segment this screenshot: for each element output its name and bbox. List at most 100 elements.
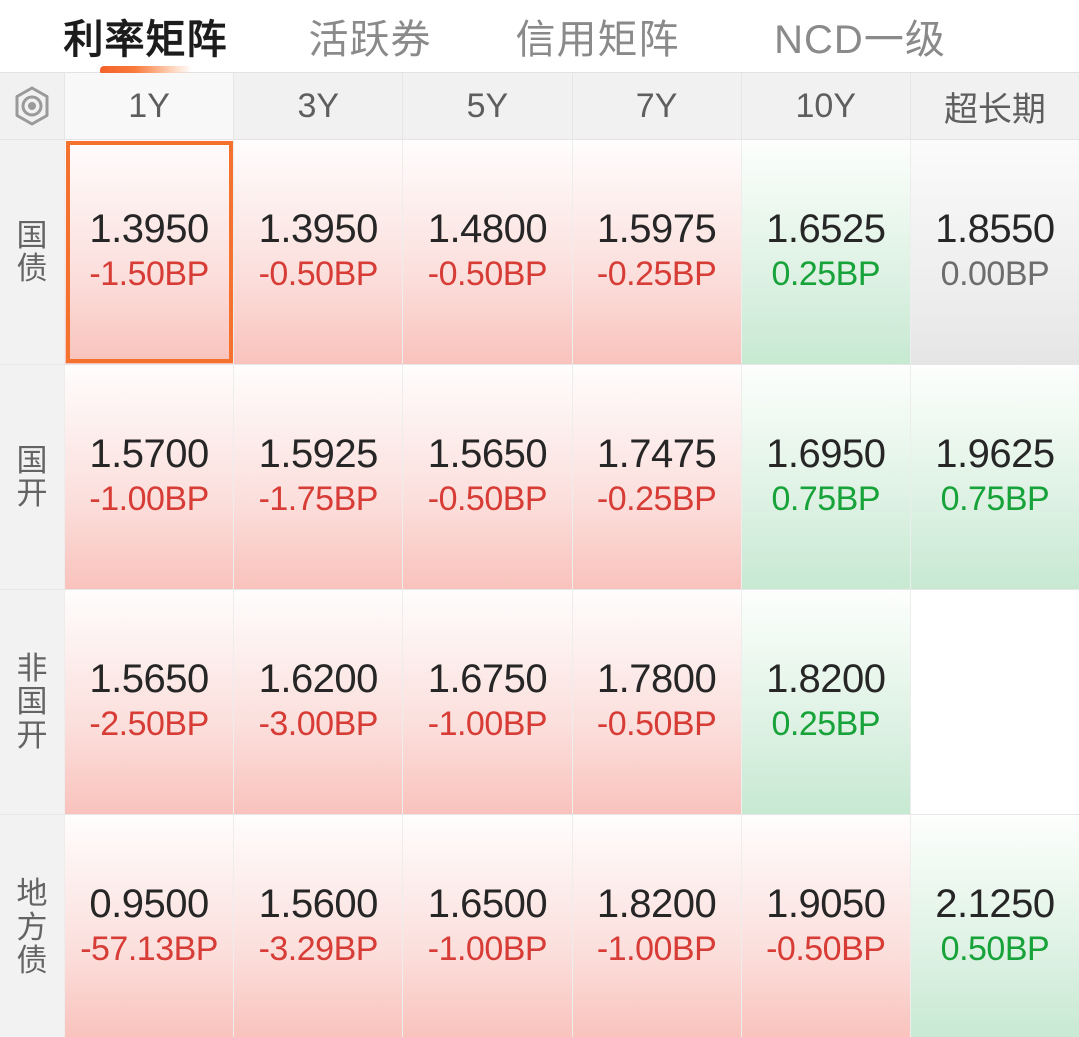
rate-change: -1.00BP xyxy=(427,704,548,743)
rate-value: 1.9050 xyxy=(766,882,886,927)
column-header-3Y[interactable]: 3Y xyxy=(233,73,403,139)
rate-cell[interactable]: 1.7475 -0.25BP xyxy=(571,365,741,589)
row-header-国开[interactable]: 国开 xyxy=(0,365,64,589)
rate-change: -0.50BP xyxy=(258,254,379,293)
rate-change: -0.50BP xyxy=(596,704,717,743)
column-header-label: 5Y xyxy=(466,86,509,125)
rate-value: 1.5925 xyxy=(258,431,379,476)
settings-corner-cell[interactable] xyxy=(0,73,64,139)
rate-value: 1.6500 xyxy=(427,882,548,927)
rate-cell[interactable]: 1.5975 -0.25BP xyxy=(571,140,741,364)
rate-change: 0.75BP xyxy=(771,479,881,518)
rate-change: 0.50BP xyxy=(940,930,1050,969)
rate-change: -57.13BP xyxy=(80,930,218,969)
rate-value: 1.6950 xyxy=(766,431,886,476)
tab-3[interactable]: 信用矩阵 xyxy=(480,0,715,72)
tab-label: 利率矩阵 xyxy=(63,18,228,62)
row-header-label: 地方债 xyxy=(16,876,48,979)
rate-change: -0.25BP xyxy=(596,254,717,293)
row-header-地方债[interactable]: 地方债 xyxy=(0,815,64,1037)
table-row: 国债 1.3950 -1.50BP 1.3950 -0.50BP 1.4800 -0.50B… xyxy=(0,140,1079,365)
column-header-label: 7Y xyxy=(635,86,678,125)
tab-label: 活跃券 xyxy=(308,18,432,62)
rate-cell[interactable]: 1.5925 -1.75BP xyxy=(233,365,403,589)
rate-change: -0.50BP xyxy=(427,479,548,518)
rate-value: 1.3950 xyxy=(89,206,209,251)
rate-cell[interactable]: 0.9500 -57.13BP xyxy=(64,815,234,1037)
rate-cell[interactable]: 1.5600 -3.29BP xyxy=(233,815,403,1037)
rate-value: 1.5650 xyxy=(89,656,209,701)
rate-value: 1.6200 xyxy=(258,656,379,701)
rate-change: -1.00BP xyxy=(596,930,717,969)
rate-value: 1.4800 xyxy=(427,206,548,251)
tab-2[interactable]: 活跃券 xyxy=(275,0,465,72)
column-header-7Y[interactable]: 7Y xyxy=(571,73,741,139)
rate-cell[interactable]: 1.6525 0.25BP xyxy=(740,140,910,364)
rate-cell[interactable]: 1.3950 -0.50BP xyxy=(233,140,403,364)
rate-change: -1.00BP xyxy=(89,479,209,518)
column-header-超长期[interactable]: 超长期 xyxy=(909,73,1079,139)
row-header-label: 国开 xyxy=(16,442,48,511)
column-header-label: 3Y xyxy=(297,86,340,125)
active-tab-indicator xyxy=(99,66,192,75)
rate-value: 1.5600 xyxy=(258,882,379,927)
rate-change: -1.00BP xyxy=(427,930,548,969)
rate-cell[interactable]: 1.5650 -0.50BP xyxy=(402,365,572,589)
rate-matrix-table: 1Y 3Y 5Y 7Y 10Y 超长期 国债 1.3950 -1.50BP 1.3950 -0.5… xyxy=(0,72,1079,1037)
rate-value: 1.8550 xyxy=(935,206,1055,251)
rate-value: 2.1250 xyxy=(935,882,1055,927)
table-header-row: 1Y 3Y 5Y 7Y 10Y 超长期 xyxy=(0,72,1079,140)
rate-cell[interactable]: 1.8550 0.00BP xyxy=(909,140,1079,364)
rate-cell[interactable] xyxy=(909,590,1079,814)
rate-change: -2.50BP xyxy=(89,704,209,743)
tab-label: NCD一级 xyxy=(774,18,946,62)
rate-cell[interactable]: 1.8200 -1.00BP xyxy=(571,815,741,1037)
tab-bar: 利率矩阵 活跃券 信用矩阵 NCD一级 xyxy=(0,0,1079,75)
rate-cell[interactable]: 1.5700 -1.00BP xyxy=(64,365,234,589)
rate-change: 0.25BP xyxy=(771,704,881,743)
rate-value: 1.5975 xyxy=(596,206,717,251)
row-header-国债[interactable]: 国债 xyxy=(0,140,64,364)
rate-change: 0.75BP xyxy=(940,479,1050,518)
rate-cell[interactable]: 1.6750 -1.00BP xyxy=(402,590,572,814)
rate-cell[interactable]: 1.8200 0.25BP xyxy=(740,590,910,814)
rate-value: 1.9625 xyxy=(935,431,1055,476)
rate-cell[interactable]: 1.3950 -1.50BP xyxy=(64,140,234,364)
row-header-非国开[interactable]: 非国开 xyxy=(0,590,64,814)
rate-change: -1.50BP xyxy=(89,254,209,293)
tab-1[interactable]: 利率矩阵 xyxy=(18,0,273,75)
rate-value: 1.6750 xyxy=(427,656,548,701)
rate-change: -0.25BP xyxy=(596,479,717,518)
rate-cell[interactable]: 1.6200 -3.00BP xyxy=(233,590,403,814)
rate-value: 1.5650 xyxy=(427,431,548,476)
rate-change: -0.50BP xyxy=(766,930,886,969)
rate-cell[interactable]: 1.6500 -1.00BP xyxy=(402,815,572,1037)
column-header-label: 10Y xyxy=(795,86,857,125)
rate-cell[interactable]: 2.1250 0.50BP xyxy=(909,815,1079,1037)
tab-4[interactable]: NCD一级 xyxy=(745,0,975,72)
rate-value: 1.6525 xyxy=(766,206,886,251)
rate-value: 1.3950 xyxy=(258,206,379,251)
rate-value: 1.7800 xyxy=(596,656,717,701)
column-header-label: 1Y xyxy=(128,86,170,125)
rate-value: 1.5700 xyxy=(89,431,209,476)
rate-cell[interactable]: 1.9050 -0.50BP xyxy=(740,815,910,1037)
tab-label: 信用矩阵 xyxy=(515,18,680,62)
column-header-5Y[interactable]: 5Y xyxy=(402,73,572,139)
table-row: 地方债 0.9500 -57.13BP 1.5600 -3.29BP 1.6500 -1.0… xyxy=(0,815,1079,1037)
row-header-label: 国债 xyxy=(16,217,48,286)
rate-value: 0.9500 xyxy=(89,882,209,927)
rate-change: -3.00BP xyxy=(258,704,379,743)
rate-change: -0.50BP xyxy=(427,254,548,293)
rate-cell[interactable]: 1.6950 0.75BP xyxy=(740,365,910,589)
column-header-10Y[interactable]: 10Y xyxy=(740,73,910,139)
column-header-1Y[interactable]: 1Y xyxy=(64,73,234,139)
gear-icon xyxy=(15,86,49,126)
row-header-label: 非国开 xyxy=(16,650,48,753)
rate-value: 1.8200 xyxy=(596,882,717,927)
rate-cell[interactable]: 1.5650 -2.50BP xyxy=(64,590,234,814)
rate-cell[interactable]: 1.4800 -0.50BP xyxy=(402,140,572,364)
rate-cell[interactable]: 1.7800 -0.50BP xyxy=(571,590,741,814)
rate-cell[interactable]: 1.9625 0.75BP xyxy=(909,365,1079,589)
table-row: 非国开 1.5650 -2.50BP 1.6200 -3.00BP 1.6750 -1.00… xyxy=(0,590,1079,815)
